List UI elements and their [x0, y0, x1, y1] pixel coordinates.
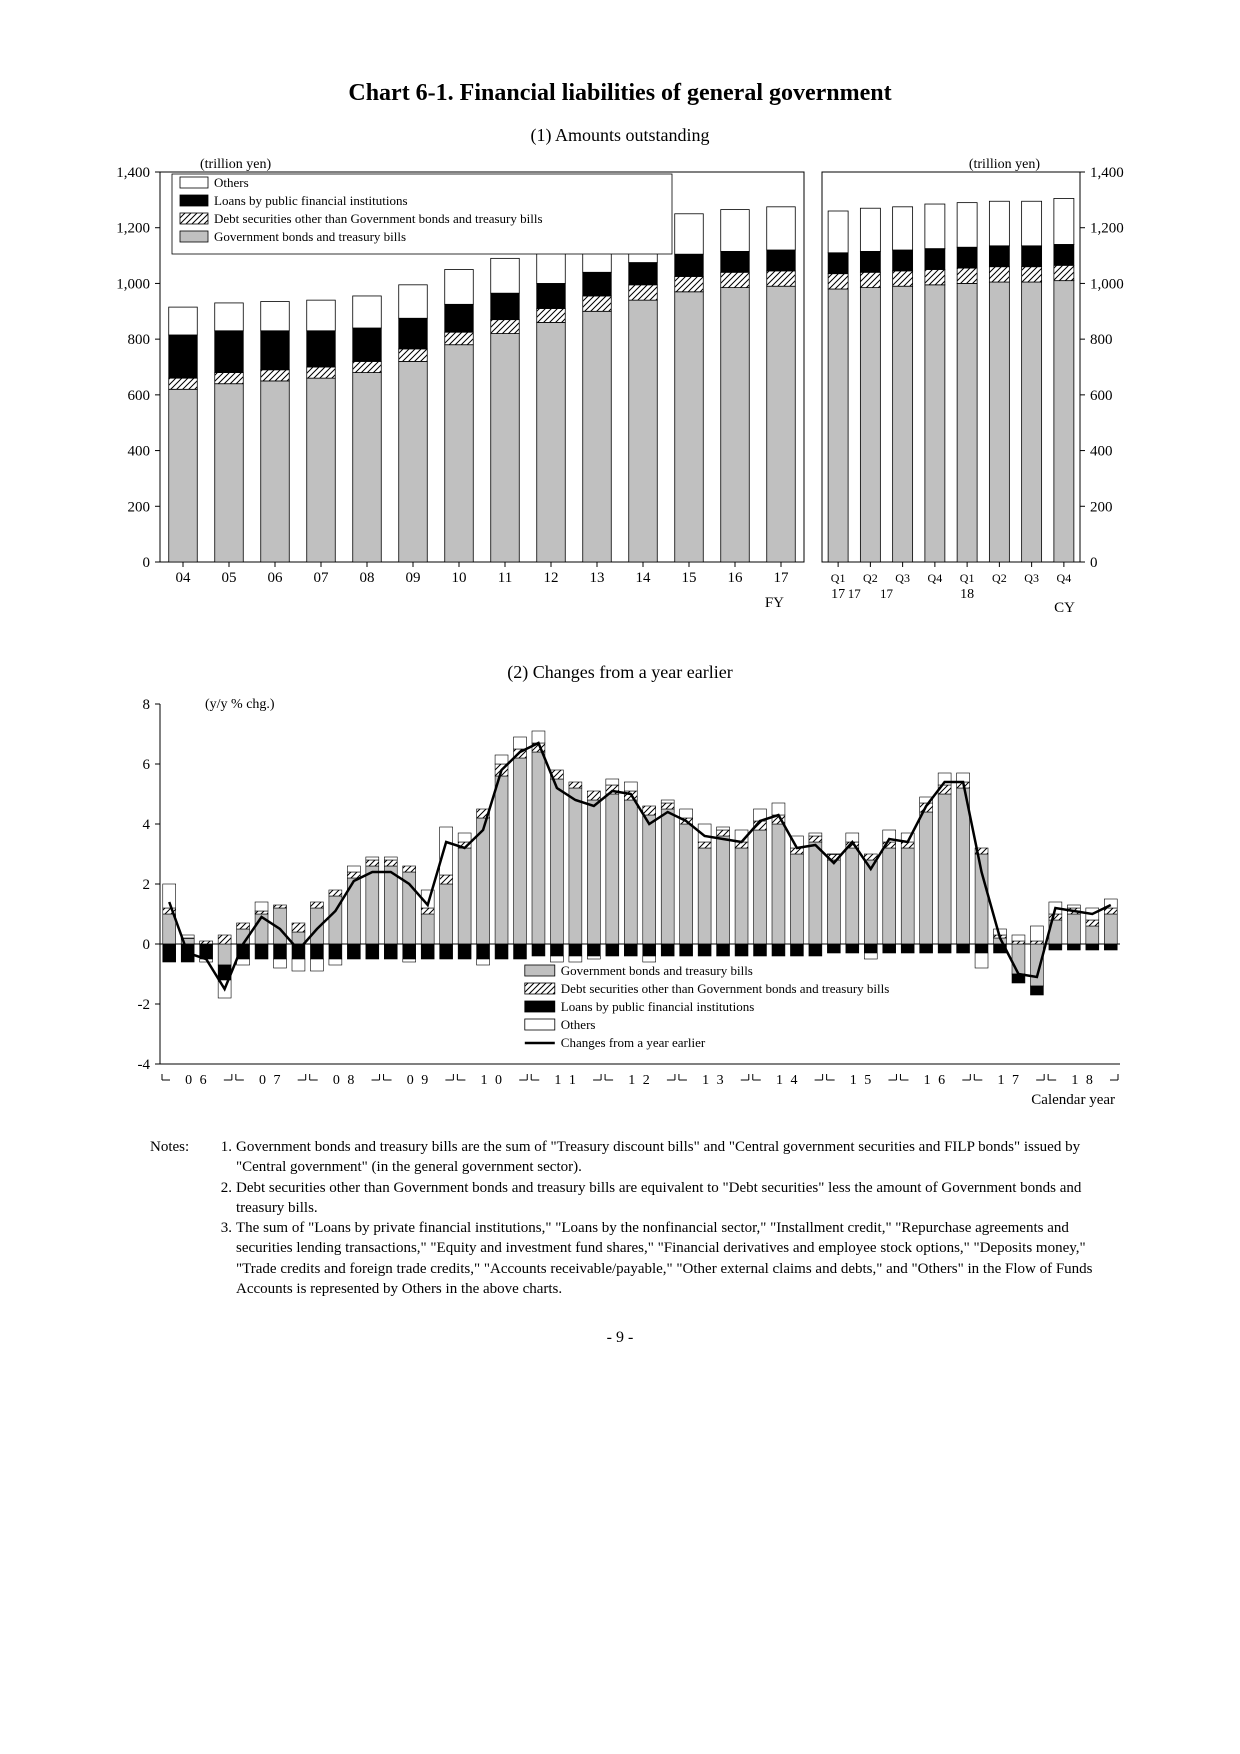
svg-text:0 6: 0 6 [185, 1073, 209, 1088]
svg-text:Q1: Q1 [960, 571, 975, 585]
panel1-chart: (trillion yen) (trillion yen) 0 0 200 200 400 4… [90, 152, 1150, 632]
note-number: 2. [210, 1178, 236, 1219]
notes-label: Notes: [150, 1137, 210, 1178]
svg-text:1 6: 1 6 [924, 1073, 948, 1088]
svg-text:(y/y % chg.): (y/y % chg.) [205, 697, 275, 712]
svg-text:Others: Others [561, 1017, 596, 1032]
svg-text:Government bonds and treasury: Government bonds and treasury bills [214, 229, 406, 244]
svg-text:600: 600 [1090, 388, 1113, 404]
svg-text:15: 15 [682, 570, 697, 586]
svg-text:0 7: 0 7 [259, 1073, 283, 1088]
svg-text:200: 200 [1090, 499, 1113, 515]
svg-text:Others: Others [214, 175, 249, 190]
svg-text:400: 400 [128, 444, 151, 460]
svg-text:1 2: 1 2 [628, 1073, 652, 1088]
svg-text:07: 07 [314, 570, 330, 586]
svg-text:Loans by public financial inst: Loans by public financial institutions [561, 999, 755, 1014]
svg-text:400: 400 [1090, 444, 1113, 460]
svg-text:0 8: 0 8 [333, 1073, 357, 1088]
svg-text:Q3: Q3 [1024, 571, 1039, 585]
note-number: 1. [210, 1137, 236, 1178]
svg-text:0: 0 [143, 555, 151, 571]
svg-text:1,000: 1,000 [1090, 276, 1124, 292]
svg-text:1 4: 1 4 [776, 1073, 800, 1088]
svg-text:11: 11 [498, 570, 512, 586]
svg-text:Q3: Q3 [895, 571, 910, 585]
svg-text:(trillion yen): (trillion yen) [200, 157, 271, 172]
svg-text:Changes from a year earlier: Changes from a year earlier [561, 1035, 706, 1050]
svg-text:17: 17 [831, 587, 845, 602]
svg-text:Q2: Q2 [863, 571, 878, 585]
svg-text:05: 05 [222, 570, 237, 586]
svg-text:06: 06 [268, 570, 284, 586]
note-text: The sum of "Loans by private financial i… [236, 1218, 1110, 1299]
svg-text:Q4: Q4 [1057, 571, 1072, 585]
svg-text:Government bonds and treasury: Government bonds and treasury bills [561, 963, 753, 978]
svg-text:10: 10 [452, 570, 467, 586]
svg-text:0: 0 [1090, 555, 1098, 571]
svg-text:8: 8 [143, 697, 151, 713]
panel2-chart: (y/y % chg.) -4 -2 0 2 4 6 8 0 6 0 7 0 8 0 9 1 0 1 1 1… [90, 689, 1150, 1119]
panel2-subtitle: (2) Changes from a year earlier [90, 662, 1150, 683]
svg-text:600: 600 [128, 388, 151, 404]
svg-text:1,400: 1,400 [116, 165, 150, 181]
svg-text:12: 12 [544, 570, 559, 586]
svg-text:1 8: 1 8 [1071, 1073, 1095, 1088]
note-number: 3. [210, 1218, 236, 1299]
svg-text:Debt securities other than Gov: Debt securities other than Government bo… [214, 211, 543, 226]
svg-text:1 3: 1 3 [702, 1073, 726, 1088]
svg-text:-4: -4 [138, 1057, 151, 1073]
svg-text:800: 800 [1090, 332, 1113, 348]
svg-text:16: 16 [728, 570, 744, 586]
svg-text:-2: -2 [138, 997, 151, 1013]
svg-text:08: 08 [360, 570, 375, 586]
svg-text:14: 14 [636, 570, 652, 586]
svg-text:1 1: 1 1 [554, 1073, 578, 1088]
svg-text:2: 2 [143, 877, 151, 893]
svg-text:1 7: 1 7 [997, 1073, 1021, 1088]
svg-text:17: 17 [774, 570, 790, 586]
svg-text:Q1: Q1 [831, 571, 846, 585]
note-text: Debt securities other than Government bo… [236, 1178, 1110, 1219]
svg-text:1 5: 1 5 [850, 1073, 874, 1088]
svg-text:200: 200 [128, 499, 151, 515]
chart-title: Chart 6-1. Financial liabilities of gene… [90, 80, 1150, 107]
svg-text:FY: FY [765, 595, 784, 611]
svg-text:4: 4 [143, 817, 151, 833]
svg-text:0 9: 0 9 [407, 1073, 431, 1088]
page-number: - 9 - [90, 1329, 1150, 1347]
svg-text:Calendar year: Calendar year [1031, 1092, 1115, 1108]
svg-text:1,000: 1,000 [116, 276, 150, 292]
svg-text:1,200: 1,200 [1090, 221, 1124, 237]
svg-text:1,200: 1,200 [116, 221, 150, 237]
svg-text:CY: CY [1054, 600, 1075, 616]
svg-text:17: 17 [880, 586, 894, 601]
svg-text:800: 800 [128, 332, 151, 348]
svg-text:18: 18 [960, 587, 974, 602]
svg-text:(trillion yen): (trillion yen) [969, 157, 1040, 172]
svg-text:Q2: Q2 [992, 571, 1007, 585]
svg-text:Loans by public financial inst: Loans by public financial institutions [214, 193, 408, 208]
svg-text:0: 0 [143, 937, 151, 953]
svg-text:09: 09 [406, 570, 421, 586]
svg-text:13: 13 [590, 570, 605, 586]
svg-text:6: 6 [143, 757, 151, 773]
svg-text:04: 04 [176, 570, 192, 586]
svg-text:Q4: Q4 [928, 571, 943, 585]
svg-text:17: 17 [848, 586, 862, 601]
svg-text:1 0: 1 0 [481, 1073, 505, 1088]
panel1-subtitle: (1) Amounts outstanding [90, 125, 1150, 146]
svg-text:1,400: 1,400 [1090, 165, 1124, 181]
note-text: Government bonds and treasury bills are … [236, 1137, 1110, 1178]
svg-text:Debt securities other than Gov: Debt securities other than Government bo… [561, 981, 890, 996]
notes-block: Notes: 1. Government bonds and treasury … [150, 1137, 1110, 1299]
